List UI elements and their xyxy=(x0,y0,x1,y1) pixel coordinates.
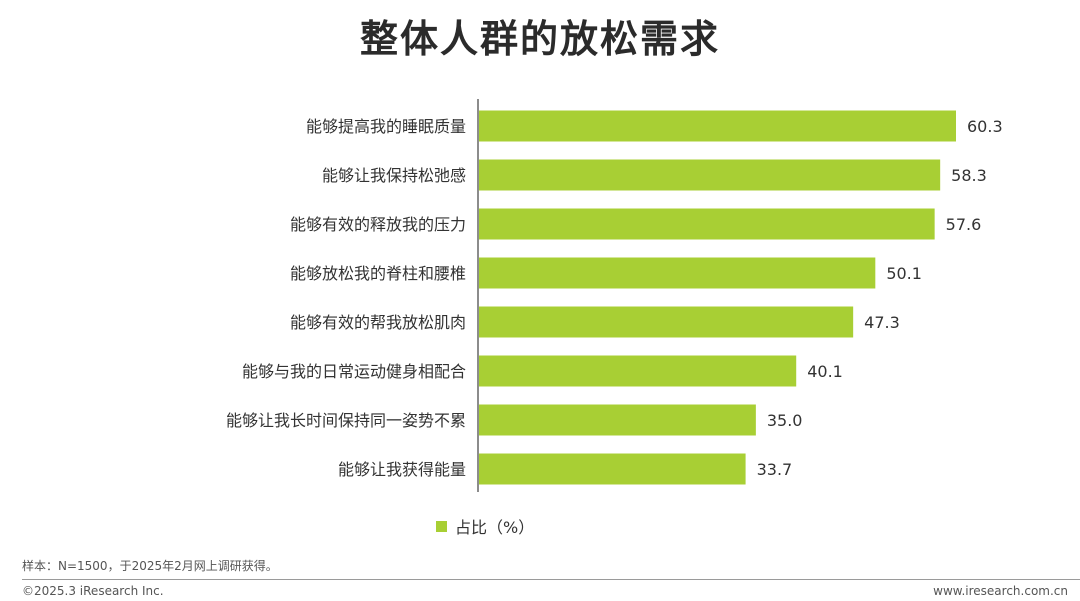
bar xyxy=(479,159,941,191)
sample-note: 样本：N=1500，于2025年2月网上调研获得。 xyxy=(22,559,278,573)
bar xyxy=(479,404,756,436)
bar xyxy=(479,208,935,240)
value-label: 35.0 xyxy=(767,411,803,430)
footer-divider xyxy=(22,579,1080,580)
bar xyxy=(479,110,956,142)
value-label: 58.3 xyxy=(951,166,987,185)
chart-legend: 占比（%） xyxy=(436,514,534,538)
copyright-text: ©2025.3 iResearch Inc. xyxy=(22,584,164,598)
bar xyxy=(479,355,797,387)
category-label: 能够有效的释放我的压力 xyxy=(290,215,466,234)
bar xyxy=(479,453,746,485)
website-text: www.iresearch.com.cn xyxy=(933,584,1068,598)
value-label: 60.3 xyxy=(967,117,1003,136)
legend-swatch xyxy=(436,520,447,532)
legend-label: 占比（%） xyxy=(455,518,535,537)
category-label: 能够让我长时间保持同一姿势不累 xyxy=(226,411,466,430)
category-label: 能够放松我的脊柱和腰椎 xyxy=(290,264,466,283)
value-label: 40.1 xyxy=(807,362,843,381)
category-label: 能够有效的帮我放松肌肉 xyxy=(290,313,466,332)
bar xyxy=(479,257,876,289)
value-label: 47.3 xyxy=(864,313,900,332)
value-label: 50.1 xyxy=(886,264,922,283)
value-label: 57.6 xyxy=(946,215,982,234)
category-label: 能够与我的日常运动健身相配合 xyxy=(242,362,466,381)
chart-title: 整体人群的放松需求 xyxy=(359,17,720,61)
value-label: 33.7 xyxy=(757,460,793,479)
category-label: 能够提高我的睡眠质量 xyxy=(306,117,466,136)
bar xyxy=(479,306,854,338)
category-label: 能够让我获得能量 xyxy=(338,460,466,479)
category-label: 能够让我保持松弛感 xyxy=(322,166,466,185)
